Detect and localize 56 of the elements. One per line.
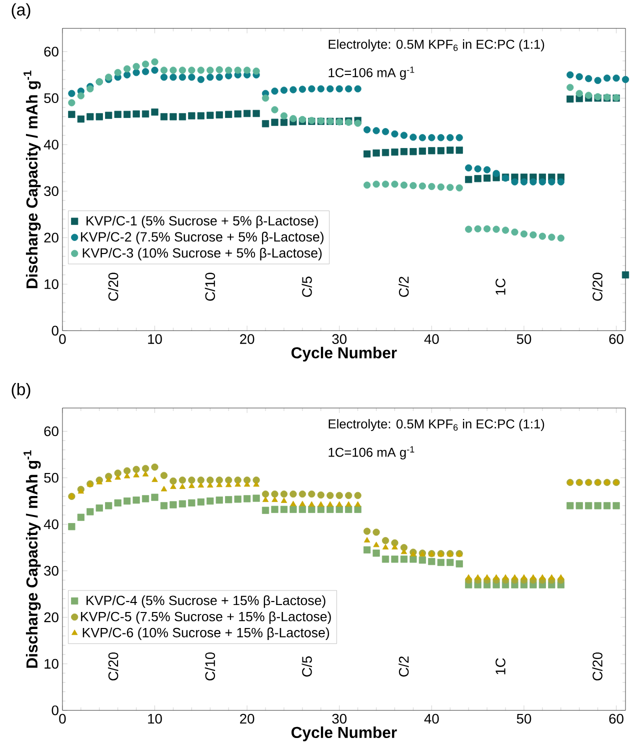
y-axis-title: Discharge Capacity / mAh g$^{-1}$ — [23, 450, 41, 668]
x-tick-label: 60 — [609, 714, 624, 724]
annotation: C/20 — [108, 652, 118, 680]
y-tick-label: 50 — [44, 472, 58, 483]
annotation: Electrolyte: 0.5M KPF$_{6}$ in EC:PC (1:1) — [328, 39, 544, 52]
annotation: 1C — [495, 278, 506, 295]
y-tick-label: 10 — [44, 279, 58, 290]
x-tick-label: 40 — [424, 334, 439, 344]
legend-label: KVP/C-2 (7.5% Sucrose + 5% β-Lactose) — [80, 232, 324, 244]
annotation: Electrolyte: 0.5M KPF$_{6}$ in EC:PC (1:1) — [328, 419, 544, 432]
annotation: 1C=106 mA g$^{-1}$ — [328, 446, 414, 460]
y-tick-label: 0 — [52, 705, 58, 716]
chart-title: (b) — [12, 382, 30, 399]
y-tick-label: 20 — [44, 612, 58, 622]
chart-title: (a) — [12, 3, 30, 19]
y-tick-label: 60 — [44, 46, 58, 57]
x-tick-label: 20 — [240, 334, 254, 344]
annotation: C/20 — [592, 272, 602, 301]
y-tick-label: 10 — [44, 658, 58, 669]
y-tick-label: 40 — [44, 519, 58, 530]
annotation: C/2 — [398, 276, 409, 297]
legend-label: KVP/C-6 (10% Sucrose + 15% β-Lactose) — [82, 628, 329, 640]
annotation: C/10 — [204, 652, 215, 680]
x-tick-label: 10 — [148, 714, 162, 724]
annotation: C/5 — [302, 656, 312, 677]
annotation: C/2 — [398, 656, 409, 677]
y-axis-title: Discharge Capacity / mAh g$^{-1}$ — [23, 70, 41, 288]
y-tick-label: 0 — [52, 326, 58, 336]
annotation: 1C — [495, 658, 506, 674]
x-tick-label: 50 — [516, 714, 531, 724]
x-tick-label: 30 — [332, 334, 346, 344]
y-tick-label: 60 — [44, 426, 58, 436]
y-tick-label: 30 — [44, 186, 58, 196]
annotation: C/20 — [108, 272, 118, 301]
legend-label: KVP/C-1 (5% Sucrose + 5% β-Lactose) — [86, 216, 318, 228]
x-tick-label: 40 — [424, 714, 439, 724]
x-tick-label: 50 — [516, 334, 531, 344]
x-tick-label: 0 — [58, 334, 66, 344]
x-tick-label: 30 — [332, 714, 346, 724]
annotation: C/20 — [592, 652, 602, 680]
y-tick-label: 50 — [44, 93, 58, 104]
y-tick-label: 40 — [44, 140, 58, 150]
x-tick-label: 0 — [58, 714, 66, 724]
x-axis-title: Cycle Number — [291, 346, 397, 362]
x-tick-label: 60 — [609, 334, 624, 344]
annotation: C/5 — [302, 276, 312, 297]
legend-label: KVP/C-5 (7.5% Sucrose + 15% β-Lactose) — [80, 611, 331, 624]
x-tick-label: 20 — [240, 714, 254, 724]
x-axis-title: Cycle Number — [291, 726, 397, 742]
annotation: C/10 — [204, 272, 215, 301]
legend-label: KVP/C-4 (5% Sucrose + 15% β-Lactose) — [86, 595, 326, 608]
annotation: 1C=106 mA g$^{-1}$ — [328, 66, 414, 80]
y-tick-label: 20 — [44, 232, 58, 243]
x-tick-label: 10 — [148, 334, 162, 344]
y-tick-label: 30 — [44, 566, 58, 576]
legend-label: KVP/C-3 (10% Sucrose + 5% β-Lactose) — [82, 248, 322, 260]
